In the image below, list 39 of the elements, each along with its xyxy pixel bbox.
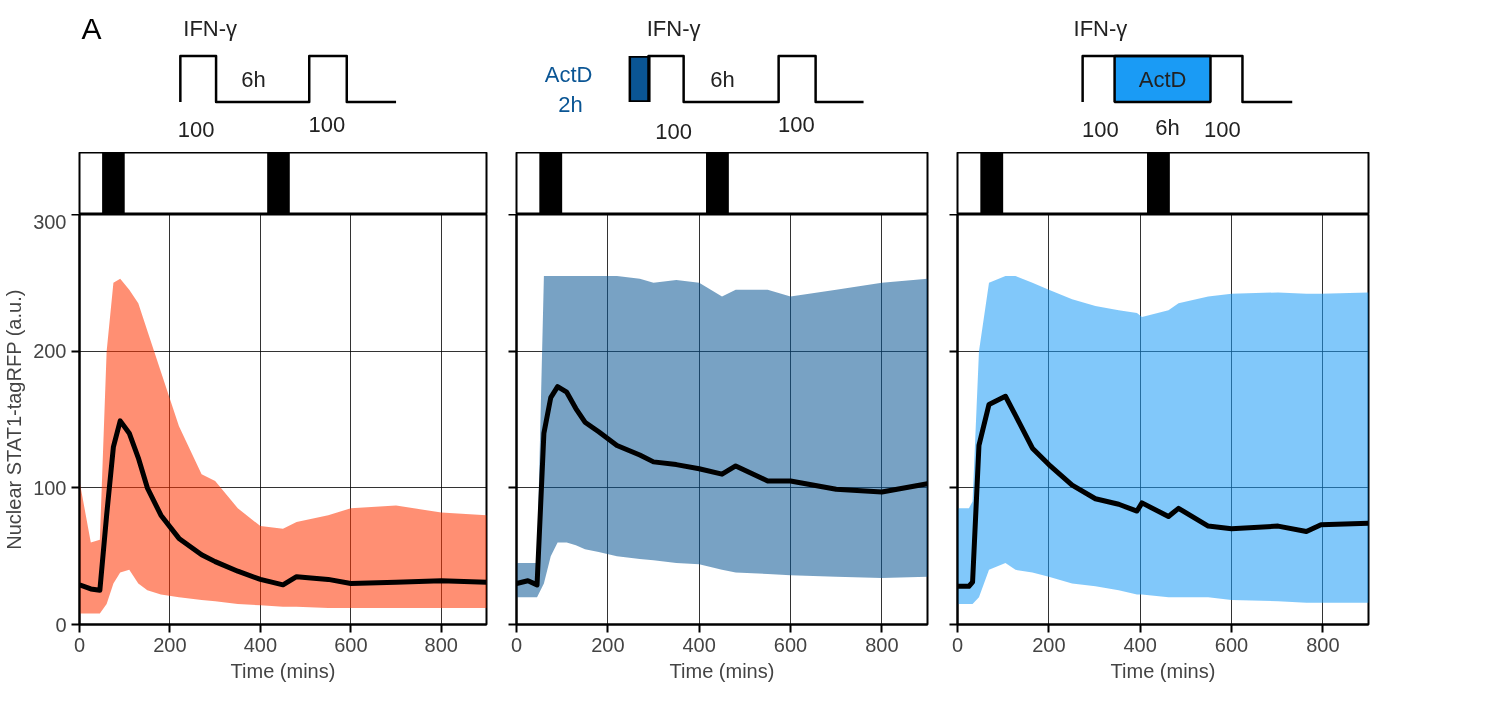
- text: 100: [655, 119, 692, 145]
- x-tick-label: 800: [424, 633, 458, 656]
- x-tick-label: 0: [73, 633, 86, 656]
- x-tick-label: 0: [951, 633, 964, 656]
- text: 100: [778, 112, 815, 138]
- x-tick-label: 0: [510, 633, 523, 656]
- text: ActD: [544, 61, 593, 87]
- x-tick-label: 400: [1123, 633, 1157, 656]
- x-axis-title: Time (mins): [669, 659, 775, 682]
- text: 6h: [241, 66, 266, 92]
- text: A: [81, 11, 102, 45]
- x-axis-title: Time (mins): [230, 659, 336, 682]
- text: IFN-γ: [183, 15, 238, 41]
- x-tick-label: 400: [682, 633, 716, 656]
- x-tick-label: 200: [591, 633, 625, 656]
- y-tick-label: 200: [33, 340, 67, 363]
- x-tick-label: 600: [1214, 633, 1249, 656]
- x-tick-label: 200: [1032, 633, 1066, 656]
- y-tick-label: 300: [33, 210, 67, 233]
- x-axis-title: Time (mins): [1110, 659, 1216, 682]
- text: IFN-γ: [1073, 15, 1128, 41]
- text: 100: [1204, 117, 1241, 143]
- text: 100: [177, 117, 215, 143]
- y-tick-label: 0: [55, 613, 67, 636]
- x-tick-label: 600: [773, 633, 808, 656]
- y-tick-label: 100: [33, 476, 67, 499]
- text: 2h: [558, 91, 583, 117]
- text: 100: [1082, 117, 1119, 143]
- text: 100: [308, 112, 346, 138]
- text: 6h: [1155, 114, 1180, 140]
- x-tick-label: 200: [153, 633, 187, 656]
- y-axis-title: Nuclear STAT1-tagRFP (a.u.): [3, 289, 26, 550]
- text: ActD: [1138, 66, 1187, 92]
- x-tick-label: 400: [243, 633, 278, 656]
- text: 6h: [710, 66, 735, 92]
- x-tick-label: 600: [334, 633, 368, 656]
- x-tick-label: 800: [1306, 633, 1340, 656]
- x-tick-label: 800: [865, 633, 899, 656]
- text: IFN-γ: [646, 15, 701, 41]
